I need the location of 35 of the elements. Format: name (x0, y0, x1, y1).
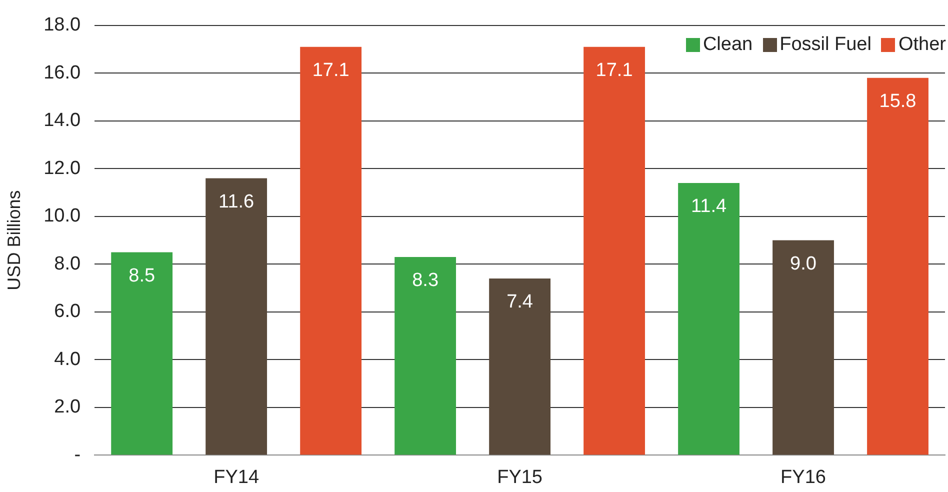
y-tick-label: 16.0 (44, 62, 81, 84)
y-tick-label: 14.0 (44, 110, 81, 132)
bar (489, 278, 550, 455)
bar (772, 240, 834, 455)
legend-label: Fossil Fuel (780, 34, 872, 56)
data-label: 17.1 (596, 60, 633, 82)
y-tick-label: 8.0 (54, 253, 81, 274)
x-tick-label: FY14 (214, 466, 260, 488)
legend-label: Clean (702, 34, 753, 56)
data-label: 9.0 (790, 254, 816, 275)
data-label: 7.4 (506, 292, 534, 313)
bar (867, 78, 928, 455)
legend-label: Other (898, 34, 946, 56)
y-tick-label: 10.0 (44, 206, 81, 227)
y-tick-label: - (74, 444, 81, 466)
x-tick-label: FY15 (497, 466, 542, 488)
data-label: 8.5 (128, 265, 156, 286)
bar (584, 46, 645, 455)
y-tick-label: 4.0 (54, 348, 81, 370)
bar (394, 257, 456, 455)
data-label: 15.8 (879, 91, 916, 112)
bar (206, 178, 268, 455)
data-label: 17.1 (312, 60, 350, 82)
y-tick-label: 2.0 (54, 396, 81, 418)
data-label: 11.4 (690, 196, 727, 218)
data-label: 11.6 (218, 191, 254, 212)
bar (300, 46, 362, 455)
y-tick-label: 12.0 (44, 158, 81, 179)
x-tick-label: FY16 (780, 466, 826, 488)
y-axis-title: USD Billions (4, 190, 24, 290)
bar (111, 252, 173, 455)
data-label: 8.3 (412, 270, 439, 292)
bar (678, 182, 740, 455)
y-tick-label: 18.0 (44, 14, 81, 36)
y-tick-label: 6.0 (54, 301, 81, 322)
